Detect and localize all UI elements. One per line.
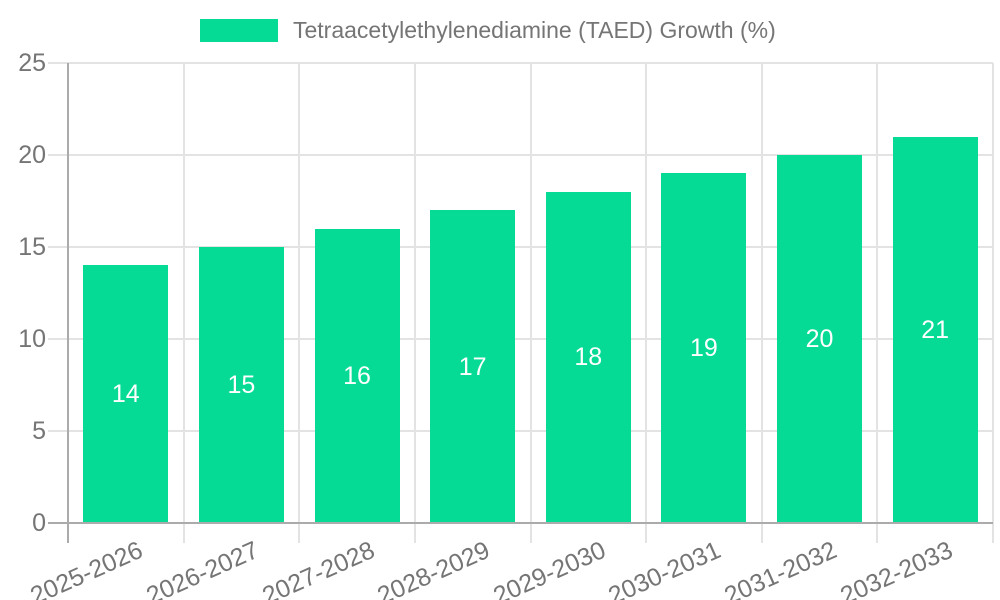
- x-gridline: [298, 63, 301, 543]
- y-tick-label: 5: [32, 417, 46, 445]
- bar[interactable]: [661, 173, 747, 523]
- x-tick-label: 2030-2031: [604, 536, 726, 600]
- x-tick-label: 2025-2026: [26, 536, 148, 600]
- x-tick-label: 2031-2032: [720, 536, 841, 600]
- y-gridline: [48, 338, 993, 340]
- bar[interactable]: [777, 155, 863, 523]
- x-gridline: [645, 63, 648, 543]
- bar[interactable]: [83, 265, 169, 523]
- y-gridline: [48, 430, 993, 432]
- x-tick-label: 2027-2028: [257, 536, 379, 600]
- x-tick-label: 2029-2030: [489, 536, 610, 600]
- x-tick-label: 2028-2029: [373, 536, 495, 600]
- y-tick-label: 25: [18, 49, 46, 77]
- bar[interactable]: [892, 136, 978, 523]
- x-tick-label: 2026-2027: [142, 536, 263, 600]
- y-tick-label: 20: [18, 141, 46, 169]
- bar[interactable]: [545, 191, 631, 523]
- y-gridline: [48, 246, 993, 248]
- y-gridline: [48, 154, 993, 156]
- x-gridline: [529, 63, 532, 543]
- legend-swatch-icon: [200, 19, 278, 42]
- y-tick-label: 10: [18, 325, 46, 353]
- y-tick-label: 0: [32, 509, 46, 537]
- y-gridline: [48, 62, 993, 64]
- x-gridline: [876, 63, 879, 543]
- x-gridline: [760, 63, 763, 543]
- y-tick-label: 15: [18, 233, 46, 261]
- y-axis-line: [67, 63, 69, 543]
- legend[interactable]: Tetraacetylethylenediamine (TAED) Growth…: [200, 17, 776, 44]
- bar[interactable]: [198, 247, 284, 523]
- bar[interactable]: [430, 210, 516, 523]
- legend-label: Tetraacetylethylenediamine (TAED) Growth…: [293, 17, 776, 43]
- x-gridline: [992, 63, 994, 543]
- x-gridline: [182, 63, 185, 543]
- bar[interactable]: [314, 228, 400, 523]
- x-axis-line: [48, 522, 993, 524]
- x-gridline: [413, 63, 416, 543]
- x-tick-label: 2032-2033: [835, 536, 957, 600]
